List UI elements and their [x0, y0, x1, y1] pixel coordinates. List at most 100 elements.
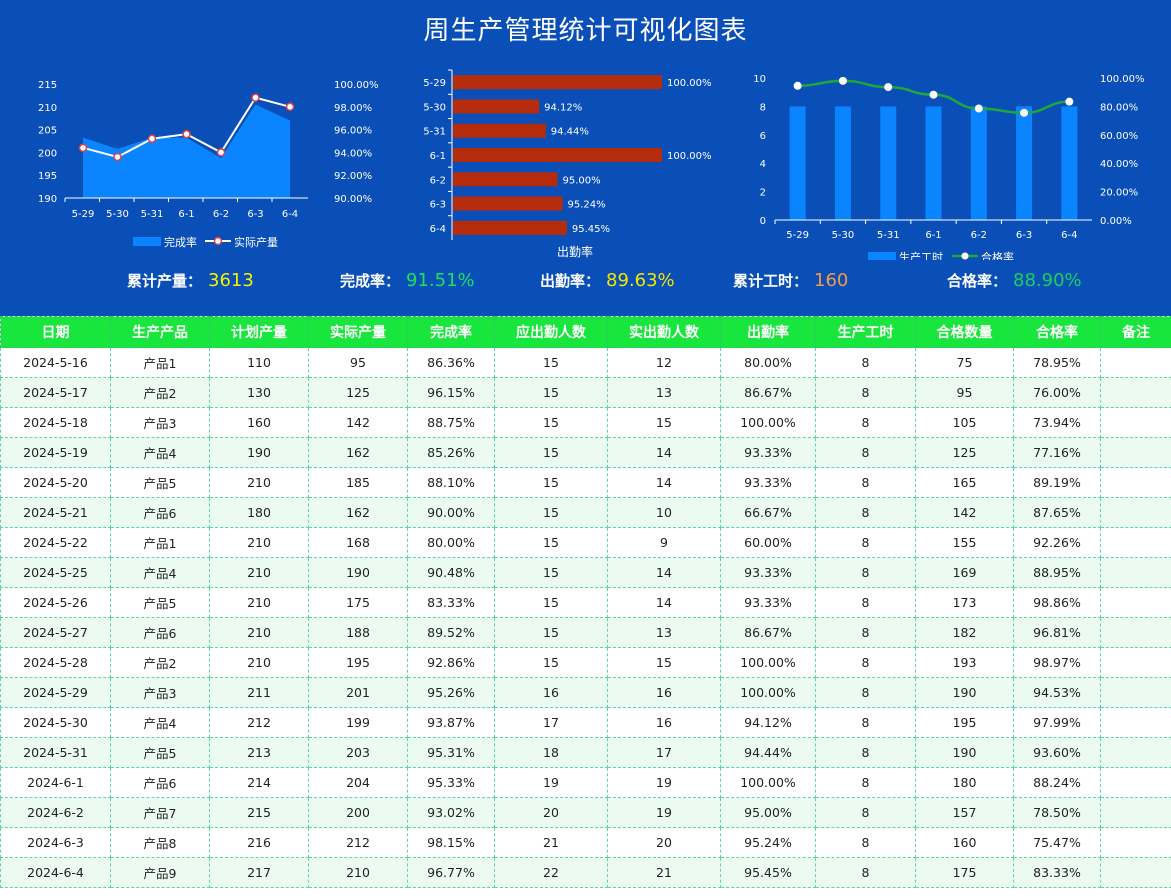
- table-cell[interactable]: 162: [308, 497, 408, 528]
- table-cell[interactable]: [1100, 347, 1171, 378]
- table-cell[interactable]: 16: [607, 677, 721, 708]
- table-cell[interactable]: 13: [607, 377, 721, 408]
- table-cell[interactable]: 60.00%: [720, 527, 816, 558]
- table-cell[interactable]: 8: [815, 407, 916, 438]
- table-cell[interactable]: 产品6: [110, 767, 210, 798]
- column-header[interactable]: 生产工时: [815, 316, 916, 348]
- table-cell[interactable]: 110: [209, 347, 309, 378]
- table-cell[interactable]: 15: [494, 467, 608, 498]
- table-cell[interactable]: 98.15%: [407, 827, 495, 858]
- table-cell[interactable]: 88.10%: [407, 467, 495, 498]
- table-cell[interactable]: [1100, 857, 1171, 888]
- table-cell[interactable]: 93.60%: [1013, 737, 1101, 768]
- table-cell[interactable]: 203: [308, 737, 408, 768]
- table-cell[interactable]: 8: [815, 737, 916, 768]
- table-cell[interactable]: 88.75%: [407, 407, 495, 438]
- table-cell[interactable]: 2024-5-29: [0, 677, 111, 708]
- table-cell[interactable]: 8: [815, 707, 916, 738]
- table-cell[interactable]: 15: [494, 377, 608, 408]
- table-cell[interactable]: 15: [494, 557, 608, 588]
- table-cell[interactable]: [1100, 677, 1171, 708]
- table-cell[interactable]: 90.48%: [407, 557, 495, 588]
- table-cell[interactable]: 201: [308, 677, 408, 708]
- table-cell[interactable]: 125: [915, 437, 1014, 468]
- table-cell[interactable]: 95.24%: [720, 827, 816, 858]
- table-cell[interactable]: 175: [308, 587, 408, 618]
- column-header[interactable]: 计划产量: [209, 316, 309, 348]
- table-cell[interactable]: 15: [494, 647, 608, 678]
- table-cell[interactable]: 2024-5-28: [0, 647, 111, 678]
- table-cell[interactable]: 96.77%: [407, 857, 495, 888]
- table-cell[interactable]: 96.81%: [1013, 617, 1101, 648]
- table-cell[interactable]: 19: [494, 767, 608, 798]
- table-cell[interactable]: 160: [915, 827, 1014, 858]
- table-cell[interactable]: 17: [494, 707, 608, 738]
- table-cell[interactable]: 66.67%: [720, 497, 816, 528]
- table-cell[interactable]: 173: [915, 587, 1014, 618]
- table-cell[interactable]: 2024-5-17: [0, 377, 111, 408]
- table-cell[interactable]: 76.00%: [1013, 377, 1101, 408]
- table-cell[interactable]: 9: [607, 527, 721, 558]
- column-header[interactable]: 合格数量: [915, 316, 1014, 348]
- table-cell[interactable]: 180: [915, 767, 1014, 798]
- table-cell[interactable]: 182: [915, 617, 1014, 648]
- table-cell[interactable]: 20: [494, 797, 608, 828]
- column-header[interactable]: 日期: [0, 316, 111, 348]
- table-cell[interactable]: 8: [815, 467, 916, 498]
- table-cell[interactable]: 78.50%: [1013, 797, 1101, 828]
- table-cell[interactable]: [1100, 527, 1171, 558]
- table-cell[interactable]: 产品2: [110, 647, 210, 678]
- table-cell[interactable]: 98.97%: [1013, 647, 1101, 678]
- table-cell[interactable]: 18: [494, 737, 608, 768]
- table-cell[interactable]: 15: [494, 347, 608, 378]
- table-cell[interactable]: 15: [607, 647, 721, 678]
- table-cell[interactable]: 产品5: [110, 587, 210, 618]
- table-cell[interactable]: [1100, 737, 1171, 768]
- table-cell[interactable]: 95: [308, 347, 408, 378]
- table-cell[interactable]: 142: [308, 407, 408, 438]
- table-cell[interactable]: 94.12%: [720, 707, 816, 738]
- table-cell[interactable]: 195: [915, 707, 1014, 738]
- table-cell[interactable]: 8: [815, 437, 916, 468]
- table-cell[interactable]: 215: [209, 797, 309, 828]
- table-cell[interactable]: 160: [209, 407, 309, 438]
- table-cell[interactable]: 14: [607, 437, 721, 468]
- table-cell[interactable]: 87.65%: [1013, 497, 1101, 528]
- table-cell[interactable]: 20: [607, 827, 721, 858]
- table-cell[interactable]: 83.33%: [407, 587, 495, 618]
- table-cell[interactable]: 175: [915, 857, 1014, 888]
- table-cell[interactable]: 10: [607, 497, 721, 528]
- table-cell[interactable]: 产品6: [110, 497, 210, 528]
- table-cell[interactable]: 75: [915, 347, 1014, 378]
- table-cell[interactable]: 77.16%: [1013, 437, 1101, 468]
- table-cell[interactable]: 16: [607, 707, 721, 738]
- table-cell[interactable]: 产品4: [110, 557, 210, 588]
- table-cell[interactable]: 210: [209, 467, 309, 498]
- table-cell[interactable]: 180: [209, 497, 309, 528]
- table-cell[interactable]: 88.24%: [1013, 767, 1101, 798]
- table-cell[interactable]: 15: [494, 497, 608, 528]
- table-cell[interactable]: 21: [494, 827, 608, 858]
- table-cell[interactable]: 2024-6-2: [0, 797, 111, 828]
- table-cell[interactable]: 产品4: [110, 437, 210, 468]
- table-cell[interactable]: 2024-5-18: [0, 407, 111, 438]
- table-cell[interactable]: 125: [308, 377, 408, 408]
- table-cell[interactable]: 8: [815, 347, 916, 378]
- table-cell[interactable]: 19: [607, 797, 721, 828]
- table-cell[interactable]: 2024-5-19: [0, 437, 111, 468]
- table-cell[interactable]: 213: [209, 737, 309, 768]
- table-cell[interactable]: [1100, 707, 1171, 738]
- table-cell[interactable]: 产品7: [110, 797, 210, 828]
- table-cell[interactable]: 2024-5-20: [0, 467, 111, 498]
- table-cell[interactable]: 94.44%: [720, 737, 816, 768]
- table-cell[interactable]: 88.95%: [1013, 557, 1101, 588]
- table-cell[interactable]: 210: [209, 527, 309, 558]
- table-cell[interactable]: 190: [915, 737, 1014, 768]
- table-cell[interactable]: 80.00%: [407, 527, 495, 558]
- table-cell[interactable]: 168: [308, 527, 408, 558]
- table-cell[interactable]: 8: [815, 647, 916, 678]
- table-cell[interactable]: 15: [607, 407, 721, 438]
- table-cell[interactable]: 95: [915, 377, 1014, 408]
- table-cell[interactable]: 211: [209, 677, 309, 708]
- table-cell[interactable]: 93.33%: [720, 467, 816, 498]
